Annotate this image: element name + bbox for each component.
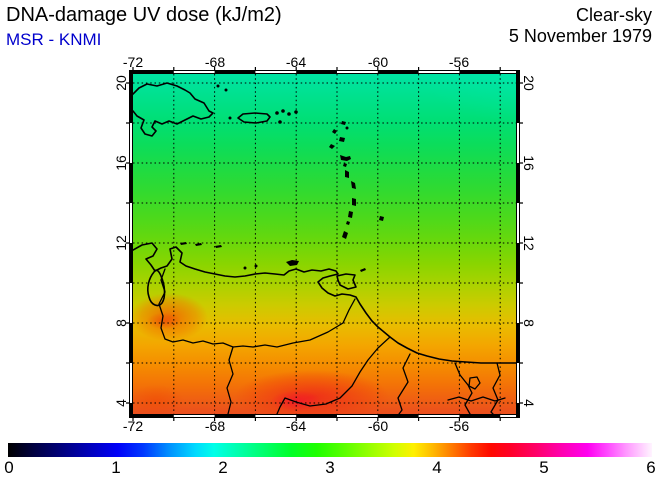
island-tobago (360, 268, 366, 272)
colorbar-tick-label: 3 (325, 458, 335, 477)
lon-tick-label-top: -72 (122, 54, 144, 70)
island-dot (275, 111, 279, 115)
hotspot-west-core (141, 310, 187, 332)
island-dot (345, 126, 349, 130)
lat-tick-label-left: 8 (113, 319, 129, 327)
lat-tick-label-left: 4 (113, 399, 129, 407)
colorbar-tick-label: 0 (4, 458, 14, 477)
lat-tick-label-left: 16 (113, 155, 129, 171)
river-loop-guiana (468, 376, 481, 390)
island-margarita (286, 260, 299, 266)
lake-maracaibo (147, 269, 166, 307)
colorbar-tick-label: 5 (539, 458, 549, 477)
hotspot-south-core (261, 386, 331, 414)
orange-tint-southeast (433, 374, 516, 414)
lat-tick-label-right: 16 (521, 155, 537, 171)
lon-tick-label-bottom: -64 (285, 418, 307, 434)
lon-tick-label-bottom: -72 (122, 418, 144, 434)
coastline-south-america (133, 242, 516, 364)
map-frame (129, 70, 520, 418)
island-dot (224, 88, 228, 92)
river-courantyne (454, 362, 473, 414)
lon-tick-label-bottom: -56 (448, 418, 470, 434)
map-field (133, 74, 516, 414)
graticule (133, 74, 516, 414)
islands-abc (180, 242, 222, 248)
coastline-hispaniola (133, 82, 214, 137)
island-dot (281, 109, 285, 113)
lon-tick-label-top: -68 (204, 54, 226, 70)
colorbar-tick-label: 4 (432, 458, 442, 477)
lon-tick-label-top: -60 (367, 54, 389, 70)
river-orinoco (232, 298, 356, 348)
lat-tick-label-right: 20 (521, 75, 537, 91)
river-essequibo (397, 353, 411, 414)
border-venezuela-guyana (276, 336, 391, 414)
map-overlay (126, 67, 523, 421)
lon-tick-label-bottom: -60 (367, 418, 389, 434)
lat-tick-label-left: 12 (113, 235, 129, 251)
border-guiana-south (447, 396, 506, 402)
island-dot (287, 112, 291, 116)
colorbar-tick-label: 1 (111, 458, 121, 477)
border-colombia-venezuela-meta-orinoco (158, 268, 234, 414)
coastline-trinidad (336, 273, 357, 290)
lat-tick-label-right: 4 (521, 399, 537, 407)
date-label: 5 November 1979 (508, 26, 652, 46)
page-title: DNA-damage UV dose (kJ/m2) (6, 4, 282, 26)
condition-label: Clear-sky (575, 5, 652, 25)
lon-tick-label-top: -64 (285, 54, 307, 70)
orange-tint-southwest (133, 380, 193, 414)
lat-tick-label-right: 8 (521, 319, 537, 327)
coastline-puerto-rico (237, 112, 271, 124)
colorbar-tick-label: 6 (646, 458, 656, 477)
island-dot (278, 120, 282, 124)
lon-tick-label-bottom: -68 (204, 418, 226, 434)
teal-tint-northeast (373, 74, 516, 144)
island-dot (294, 110, 298, 114)
lon-tick-label-top: -56 (448, 54, 470, 70)
colorbar (8, 443, 652, 457)
colorbar-tick-label: 2 (218, 458, 228, 477)
lat-tick-label-right: 12 (521, 235, 537, 251)
lat-tick-label-left: 20 (113, 75, 129, 91)
river-maroni (490, 362, 501, 414)
map-source: MSR - KNMI (6, 30, 102, 49)
island-dot (216, 84, 220, 88)
islands-lesser-antilles (329, 121, 384, 239)
island-dot (243, 266, 247, 270)
axis-ticks (126, 67, 523, 421)
island-dot (254, 264, 258, 268)
island-dot (228, 116, 232, 120)
